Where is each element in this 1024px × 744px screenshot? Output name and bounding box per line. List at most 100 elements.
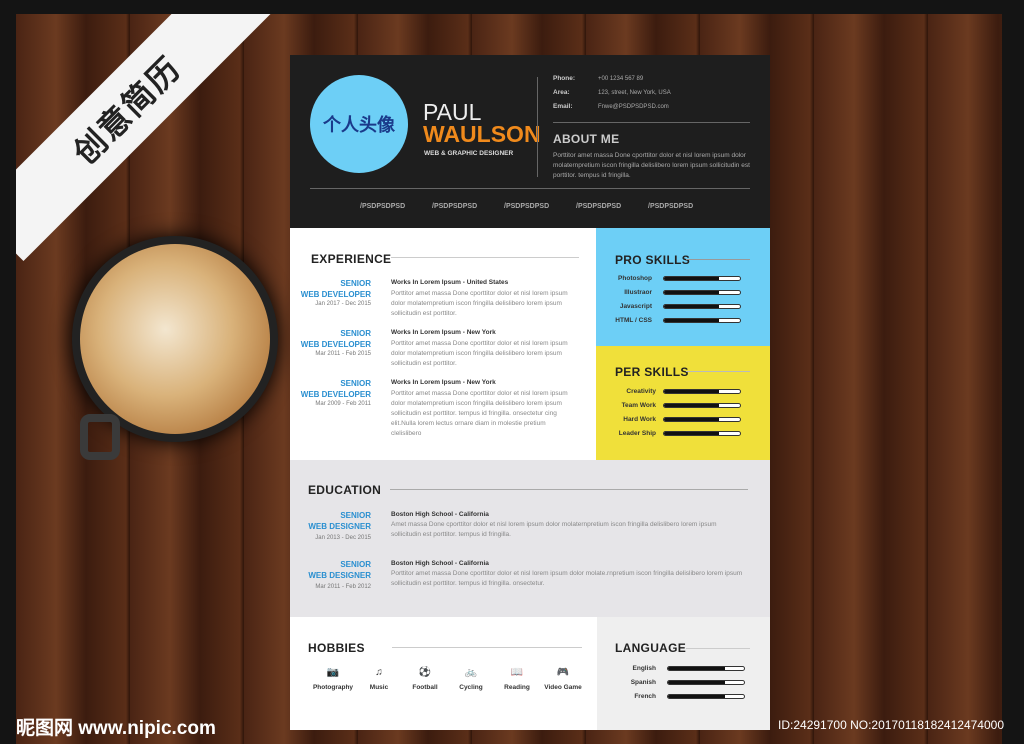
school-name: Boston High School - California	[391, 560, 489, 567]
bicycle-icon: 🚲	[464, 667, 478, 678]
football-icon: ⚽	[418, 667, 432, 678]
social-link[interactable]: /PSDPSDPSD	[432, 203, 478, 210]
skill-name: Photoshop	[618, 275, 652, 282]
social-link[interactable]: /PSDPSDPSD	[648, 203, 694, 210]
contact-value: Fnwe@PSDPSDPSD.com	[598, 104, 669, 110]
skill-bar	[663, 431, 741, 436]
position-title: WEB DEVELOPER	[300, 290, 371, 299]
skill-bar	[663, 304, 741, 309]
divider	[686, 259, 750, 260]
date-range: Jan 2017 - Dec 2015	[315, 301, 371, 307]
contact-label: Phone:	[553, 75, 576, 82]
divider	[553, 122, 750, 123]
hobby-label: Football	[412, 684, 438, 691]
position-title: SENIOR	[340, 379, 371, 388]
contact-value: 123, street, New York, USA	[598, 90, 671, 96]
skill-name: Leader Ship	[618, 430, 656, 437]
language-panel	[597, 617, 770, 730]
skill-name: English	[632, 665, 656, 672]
resume-header: 个人头像 PAUL WAULSON WEB & GRAPHIC DESIGNER…	[290, 55, 770, 228]
hobby-video-game: 🎮 Video Game	[538, 667, 588, 691]
education-description: Amet massa Done cporttitor dolor et nisl…	[391, 521, 717, 538]
book-icon: 📖	[510, 667, 524, 678]
school-name: Boston High School - California	[391, 511, 489, 518]
resume: 个人头像 PAUL WAULSON WEB & GRAPHIC DESIGNER…	[290, 55, 770, 730]
education-title: EDUCATION	[308, 483, 382, 497]
divider	[391, 257, 579, 258]
position-title: SENIOR	[340, 329, 371, 338]
hobby-cycling: 🚲 Cycling	[446, 667, 496, 691]
music-icon: ♫	[375, 667, 383, 678]
education-description: Porttitor amet massa Done cporttitor dol…	[391, 570, 743, 587]
social-link[interactable]: /PSDPSDPSD	[360, 203, 406, 210]
position-title: SENIOR	[340, 279, 371, 288]
divider	[392, 647, 582, 648]
hobby-label: Music	[369, 684, 389, 691]
cup-handle	[80, 414, 120, 460]
skill-name: French	[634, 693, 656, 700]
about-text: Porttitor amet massa Done cporttitor dol…	[553, 152, 750, 179]
divider	[390, 489, 748, 490]
job-title: Works In Lorem Ipsum - New York	[391, 329, 496, 336]
pro-skills-panel	[596, 228, 770, 346]
hobby-photography: 📷 Photography	[308, 667, 358, 691]
divider	[310, 188, 750, 189]
degree-title: SENIOR	[340, 511, 371, 520]
contact-label: Area:	[553, 89, 570, 96]
divider	[686, 371, 750, 372]
skill-name: Creativity	[626, 388, 656, 395]
job-description: Porttitor amet massa Done cporttitor dol…	[391, 390, 568, 437]
degree-title: WEB DESIGNER	[308, 571, 371, 580]
hobbies-title: HOBBIES	[308, 641, 365, 655]
date-range: Jan 2013 - Dec 2015	[315, 535, 371, 541]
avatar: 个人头像	[310, 75, 408, 173]
skill-bar	[663, 389, 741, 394]
job-title: Works In Lorem Ipsum - New York	[391, 379, 496, 386]
hobby-music: ♫ Music	[354, 667, 404, 691]
degree-title: WEB DESIGNER	[308, 522, 371, 531]
coffee-cup	[72, 236, 278, 442]
position-title: WEB DEVELOPER	[300, 340, 371, 349]
about-title: ABOUT ME	[553, 132, 620, 146]
skill-bar	[663, 318, 741, 323]
experience-title: EXPERIENCE	[311, 252, 392, 266]
image-id: ID:24291700 NO:20170118182412474000	[778, 718, 1004, 732]
skill-bar	[667, 694, 745, 699]
date-range: Mar 2009 - Feb 2011	[315, 401, 371, 407]
skill-name: Illustraor	[624, 289, 652, 296]
pro-skills-title: PRO SKILLS	[615, 253, 691, 267]
job-description: Porttitor amet massa Done cporttitor dol…	[391, 290, 568, 317]
education-panel	[290, 460, 770, 617]
date-range: Mar 2011 - Feb 2015	[315, 351, 371, 357]
skill-bar	[667, 680, 745, 685]
degree-title: SENIOR	[340, 560, 371, 569]
social-link[interactable]: /PSDPSDPSD	[504, 203, 550, 210]
divider	[537, 77, 538, 177]
last-name: WAULSON	[423, 121, 541, 147]
skill-bar	[663, 403, 741, 408]
watermark: 昵图网 www.nipic.com	[16, 718, 216, 739]
camera-icon: 📷	[326, 667, 340, 678]
position-title: WEB DEVELOPER	[300, 390, 371, 399]
job-description: Porttitor amet massa Done cporttitor dol…	[391, 340, 568, 367]
skill-name: HTML / CSS	[615, 317, 652, 324]
skill-name: Hard Work	[623, 416, 656, 423]
divider	[686, 648, 750, 649]
skill-bar	[667, 666, 745, 671]
date-range: Mar 2011 - Feb 2012	[315, 584, 371, 590]
hobby-label: Video Game	[544, 684, 582, 691]
hobby-football: ⚽ Football	[400, 667, 450, 691]
social-link[interactable]: /PSDPSDPSD	[576, 203, 622, 210]
corner-banner: 创意简历	[16, 14, 279, 262]
first-name: PAUL	[423, 99, 482, 125]
per-skills-title: PER SKILLS	[615, 365, 689, 379]
contact-value: +00 1234 567 89	[598, 76, 644, 82]
language-title: LANGUAGE	[615, 641, 687, 655]
contact-label: Email:	[553, 103, 573, 110]
skill-bar	[663, 276, 741, 281]
skill-name: Team Work	[621, 402, 656, 409]
job-title: Works In Lorem Ipsum - United States	[391, 279, 509, 286]
hobby-label: Photography	[312, 684, 354, 691]
skill-bar	[663, 290, 741, 295]
skill-name: Javascript	[619, 303, 652, 310]
